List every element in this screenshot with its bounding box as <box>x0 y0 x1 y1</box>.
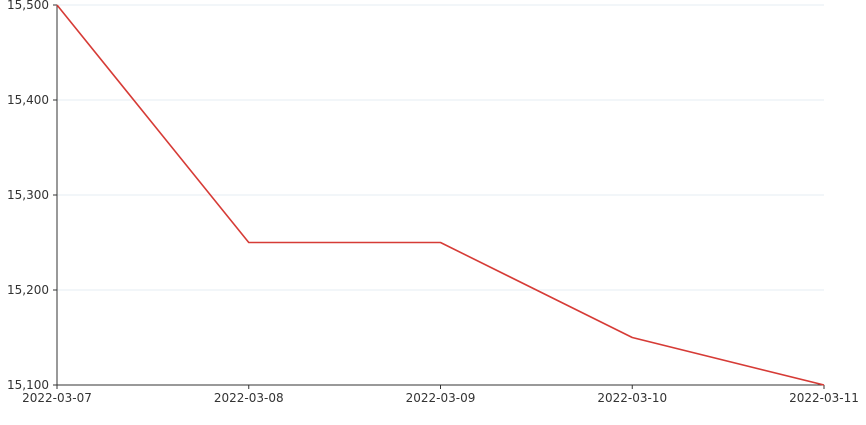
y-gridlines <box>57 4 824 291</box>
x-tick-label: 2022-03-09 <box>406 391 476 405</box>
y-tick-label: 15,400 <box>7 93 49 107</box>
x-axis-ticks: 2022-03-07 2022-03-08 2022-03-09 2022-03-10… <box>22 385 859 405</box>
x-tick-label: 2022-03-08 <box>214 391 284 405</box>
y-tick-label: 15,200 <box>7 283 49 297</box>
x-tick-label: 2022-03-11 <box>789 391 859 405</box>
y-tick-label: 15,300 <box>7 188 49 202</box>
y-tick-label: 15,500 <box>7 0 49 12</box>
x-tick-label: 2022-03-10 <box>597 391 667 405</box>
y-axis-ticks: 15,100 15,200 15,300 15,400 15,500 <box>7 0 57 392</box>
x-tick-label: 2022-03-07 <box>22 391 92 405</box>
y-tick-label: 15,100 <box>7 378 49 392</box>
series-lines <box>56 4 825 386</box>
